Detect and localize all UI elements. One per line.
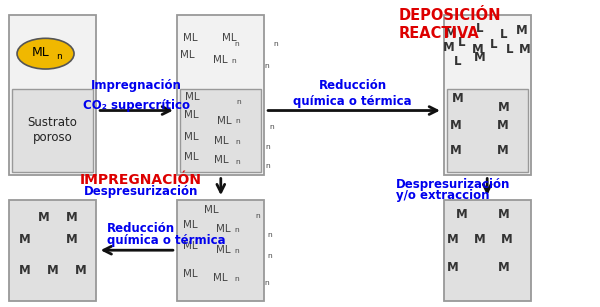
Text: DEPOSICIÓN: DEPOSICIÓN xyxy=(399,8,502,23)
Text: n: n xyxy=(268,253,272,259)
Text: n: n xyxy=(269,124,274,130)
Text: y/o extraccion: y/o extraccion xyxy=(396,189,490,202)
Text: L: L xyxy=(476,22,484,35)
Text: n: n xyxy=(265,144,270,150)
Text: ML: ML xyxy=(183,33,197,43)
Bar xyxy=(177,15,264,175)
Text: n: n xyxy=(268,232,272,238)
Text: ML: ML xyxy=(222,33,236,43)
Text: M: M xyxy=(19,264,31,277)
Text: M: M xyxy=(447,233,459,246)
Text: n: n xyxy=(235,41,239,47)
Text: CO₂ supercrítico: CO₂ supercrítico xyxy=(83,99,190,112)
Text: ML: ML xyxy=(213,56,227,65)
Text: química o térmica: química o térmica xyxy=(293,95,412,108)
Text: M: M xyxy=(498,208,510,221)
Text: L: L xyxy=(500,28,508,41)
Bar xyxy=(9,200,96,301)
Text: ML: ML xyxy=(216,224,230,234)
Text: M: M xyxy=(19,233,31,246)
Bar xyxy=(12,89,93,172)
Text: ML: ML xyxy=(185,92,199,102)
Text: ML: ML xyxy=(183,241,197,251)
Text: M: M xyxy=(445,27,457,40)
Text: IMPREGNACIÓN: IMPREGNACIÓN xyxy=(80,173,202,187)
Text: ML: ML xyxy=(213,273,227,283)
Text: M: M xyxy=(75,264,87,277)
Text: Reducción: Reducción xyxy=(319,80,387,92)
Text: M: M xyxy=(450,144,462,157)
Text: M: M xyxy=(38,212,50,224)
Text: n: n xyxy=(56,52,62,61)
Text: n: n xyxy=(235,276,239,282)
Text: M: M xyxy=(447,261,459,274)
Text: M: M xyxy=(498,261,510,274)
Bar xyxy=(180,89,261,172)
Text: M: M xyxy=(501,233,513,246)
Text: n: n xyxy=(235,227,239,233)
Text: M: M xyxy=(472,43,484,56)
Bar xyxy=(444,200,531,301)
Text: M: M xyxy=(497,119,509,132)
Text: Despresurización: Despresurización xyxy=(84,185,198,198)
Text: ML: ML xyxy=(32,46,50,59)
Text: Impregnación: Impregnación xyxy=(91,80,182,92)
Text: M: M xyxy=(498,101,510,114)
Text: L: L xyxy=(506,43,514,56)
Text: L: L xyxy=(454,55,461,68)
Text: ML: ML xyxy=(184,110,198,120)
Text: n: n xyxy=(232,58,236,64)
Text: n: n xyxy=(265,280,269,286)
Text: Reducción: Reducción xyxy=(107,222,175,235)
Text: M: M xyxy=(519,43,531,56)
Text: M: M xyxy=(474,51,486,64)
Text: ML: ML xyxy=(183,220,197,230)
Text: M: M xyxy=(66,212,78,224)
Text: n: n xyxy=(265,63,269,69)
Text: L: L xyxy=(458,36,466,49)
Text: M: M xyxy=(456,208,468,221)
Text: n: n xyxy=(236,99,241,105)
Text: n: n xyxy=(265,163,270,169)
Text: M: M xyxy=(474,233,486,246)
Text: ML: ML xyxy=(184,152,198,161)
Text: Sustrato
poroso: Sustrato poroso xyxy=(28,116,77,145)
Text: química o térmica: química o térmica xyxy=(107,235,226,247)
Text: M: M xyxy=(47,264,59,277)
Text: ML: ML xyxy=(204,205,218,215)
Text: n: n xyxy=(256,213,260,219)
Text: M: M xyxy=(450,119,462,132)
Text: ML: ML xyxy=(183,269,197,279)
Text: n: n xyxy=(235,139,240,145)
Text: M: M xyxy=(443,41,455,54)
Text: L: L xyxy=(490,38,497,51)
Text: M: M xyxy=(516,24,528,37)
Text: M: M xyxy=(452,92,464,105)
Ellipse shape xyxy=(17,38,74,69)
Bar xyxy=(447,89,528,172)
Bar xyxy=(177,200,264,301)
Text: ML: ML xyxy=(184,132,198,142)
Text: ML: ML xyxy=(180,50,194,60)
Bar xyxy=(444,15,531,175)
Text: ML: ML xyxy=(216,245,230,255)
Text: M: M xyxy=(497,144,509,157)
Text: ML: ML xyxy=(217,116,232,126)
Text: ML: ML xyxy=(214,155,228,165)
Text: ML: ML xyxy=(214,136,228,146)
Bar xyxy=(9,15,96,175)
Text: n: n xyxy=(274,41,278,47)
Text: n: n xyxy=(235,159,240,165)
Text: n: n xyxy=(235,118,240,124)
Text: REACTIVA: REACTIVA xyxy=(399,26,480,41)
Text: n: n xyxy=(235,248,239,254)
Text: Despresurización: Despresurización xyxy=(396,178,511,191)
Text: M: M xyxy=(66,233,78,246)
